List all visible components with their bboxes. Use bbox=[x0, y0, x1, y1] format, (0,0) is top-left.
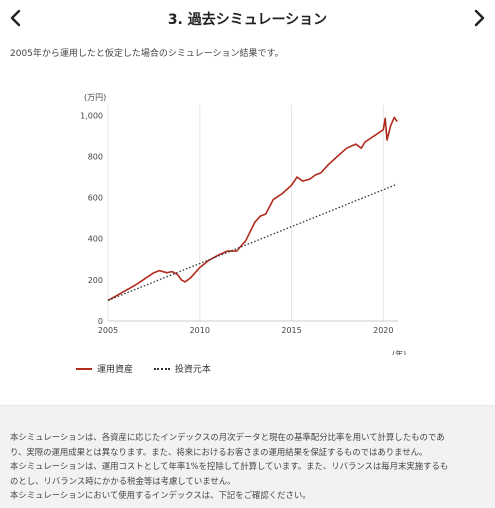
page-title: 3. 過去シミュレーション bbox=[167, 12, 328, 28]
y-tick-label: 200 bbox=[88, 276, 103, 285]
y-tick-label: 400 bbox=[88, 235, 103, 244]
legend-swatch-asset bbox=[76, 367, 92, 370]
simulation-chart: 0 200 400 600 800 1,000 2005 2010 2015 2020 (万円) (年… bbox=[80, 93, 406, 355]
x-tick-label: 2005 bbox=[98, 326, 118, 335]
header: 3. 過去シミュレーション bbox=[0, 0, 495, 36]
note-line: 本シミュレーションは、各資産に応じたインデックスの月次データと現在の基準配分比率… bbox=[10, 432, 445, 442]
y-tick-label: 800 bbox=[88, 152, 103, 161]
legend-item-principal: 投資元本 bbox=[153, 362, 211, 375]
legend-label-asset: 運用資産 bbox=[97, 365, 134, 375]
chart-legend: 運用資産 投資元本 bbox=[76, 362, 229, 375]
page-subtitle: 2005年から運用したと仮定した場合のシミュレーション結果です。 bbox=[10, 49, 284, 59]
series-line-asset bbox=[107, 116, 398, 302]
legend-item-asset: 運用資産 bbox=[76, 362, 133, 375]
note-line: り、実際の運用成果とは異なります。また、将来におけるお客さまの運用結果を保証する… bbox=[10, 446, 428, 457]
legend-label-principal: 投資元本 bbox=[174, 365, 211, 375]
x-tick-label: 2015 bbox=[281, 326, 301, 335]
x-unit-label: (年) bbox=[392, 349, 406, 355]
note-line: 本シミュレーションにおいて使用するインデックスは、下記をご確認ください。 bbox=[10, 490, 311, 500]
note-line: のとし、リバランス時にかかる税金等は考慮していません。 bbox=[10, 475, 236, 486]
disclaimer-notes: 本シミュレーションは、各資産に応じたインデックスの月次データと現在の基準配分比率… bbox=[0, 406, 495, 508]
x-tick-label: 2020 bbox=[373, 326, 393, 335]
x-tick-label: 2010 bbox=[190, 326, 210, 335]
y-tick-label: 1,000 bbox=[80, 111, 103, 120]
y-unit-label: (万円) bbox=[84, 93, 106, 102]
y-tick-label: 600 bbox=[88, 194, 103, 203]
chevron-right-icon[interactable] bbox=[469, 8, 489, 28]
chevron-left-icon[interactable] bbox=[6, 8, 26, 28]
divider bbox=[0, 405, 495, 406]
note-line: 本シミュレーションは、運用コストとして年率1%を控除して計算しています。また、リ… bbox=[10, 461, 449, 471]
series-line-principal bbox=[107, 183, 398, 302]
legend-swatch-principal bbox=[153, 367, 170, 370]
y-tick-label: 0 bbox=[98, 317, 103, 326]
